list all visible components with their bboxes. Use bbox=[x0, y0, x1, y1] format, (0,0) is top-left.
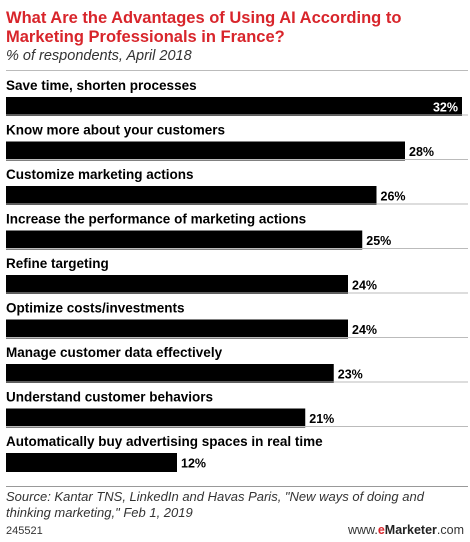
data-label: 28% bbox=[409, 145, 434, 159]
bar bbox=[6, 186, 377, 205]
data-label: 26% bbox=[381, 190, 406, 204]
category-label: Refine targeting bbox=[6, 256, 109, 271]
data-label: 21% bbox=[309, 412, 334, 426]
bar-chart: Save time, shorten processes 32% Know more… bbox=[6, 70, 468, 472]
brand-name: Marketer bbox=[384, 523, 437, 537]
bar bbox=[6, 364, 334, 383]
data-label: 32% bbox=[433, 101, 458, 115]
data-label: 24% bbox=[352, 323, 377, 337]
chart-subtitle: % of respondents, April 2018 bbox=[6, 48, 192, 64]
bar bbox=[6, 230, 363, 250]
category-label: Increase the performance of marketing ac… bbox=[6, 212, 306, 227]
data-label: 24% bbox=[352, 279, 377, 293]
bar bbox=[6, 453, 177, 472]
chart-id: 245521 bbox=[6, 525, 43, 537]
footer-divider bbox=[6, 486, 468, 487]
chart-title: What Are the Advantages of Using AI Acco… bbox=[6, 9, 402, 46]
category-label: Optimize costs/investments bbox=[6, 301, 185, 316]
category-label: Know more about your customers bbox=[6, 123, 225, 138]
source-note: Source: Kantar TNS, LinkedIn and Havas P… bbox=[6, 489, 424, 520]
category-label: Manage customer data effectively bbox=[6, 345, 223, 360]
data-label: 12% bbox=[181, 457, 206, 471]
brand-prefix: www. bbox=[347, 523, 378, 537]
category-label: Customize marketing actions bbox=[6, 167, 194, 182]
category-label: Automatically buy advertising spaces in … bbox=[6, 434, 323, 449]
bar bbox=[6, 97, 462, 116]
brand-suffix: .com bbox=[436, 523, 464, 537]
brand-e: e bbox=[377, 523, 385, 537]
brand-logo: www.eMarketer.com bbox=[348, 523, 464, 537]
bar bbox=[6, 408, 306, 428]
data-label: 23% bbox=[338, 368, 363, 382]
category-label: Save time, shorten processes bbox=[6, 78, 197, 93]
category-label: Understand customer behaviors bbox=[6, 390, 213, 405]
bar bbox=[6, 319, 348, 339]
bar bbox=[6, 275, 348, 294]
bar bbox=[6, 141, 405, 161]
data-label: 25% bbox=[366, 234, 391, 248]
